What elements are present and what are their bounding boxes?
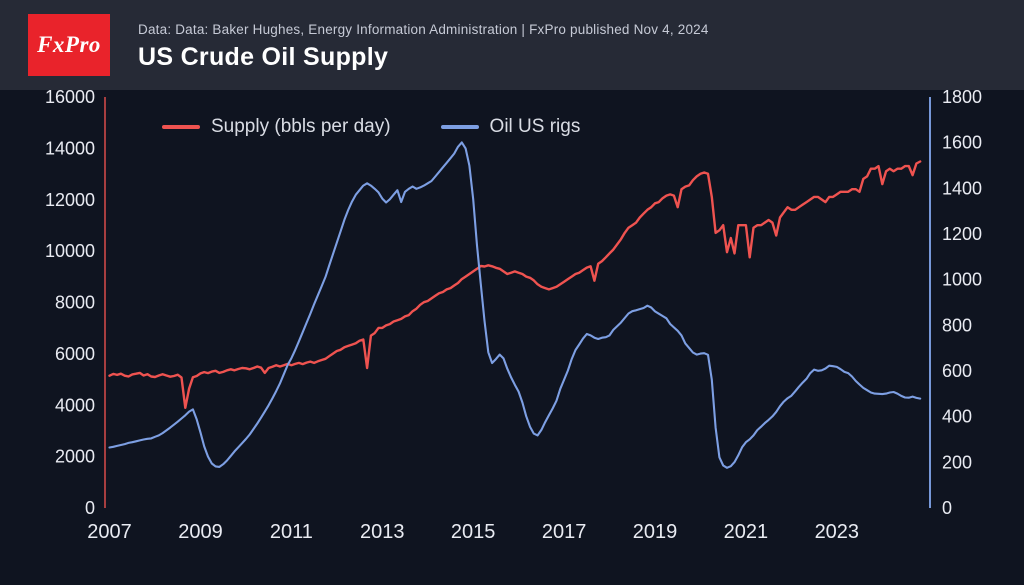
svg-text:2023: 2023 xyxy=(815,521,860,543)
legend-label-rigs: Oil US rigs xyxy=(489,116,581,137)
svg-text:800: 800 xyxy=(942,315,972,335)
header-bar: FxPro Data: Data: Baker Hughes, Energy I… xyxy=(0,0,1024,90)
svg-text:2017: 2017 xyxy=(542,521,587,543)
svg-text:16000: 16000 xyxy=(45,90,95,107)
svg-text:2011: 2011 xyxy=(270,521,313,543)
legend: Supply (bbls per day) Oil US rigs xyxy=(162,116,580,138)
legend-label-supply: Supply (bbls per day) xyxy=(211,116,391,137)
svg-text:200: 200 xyxy=(942,452,972,472)
svg-text:10000: 10000 xyxy=(45,241,95,261)
supply-line-swatch-icon xyxy=(162,125,200,129)
svg-text:12000: 12000 xyxy=(45,190,95,210)
chart-area: 0 2000 4000 6000 8000 10000 12000 14000 16000 0 20… xyxy=(0,87,1024,585)
legend-item-rigs: Oil US rigs xyxy=(440,116,581,138)
svg-text:6000: 6000 xyxy=(55,344,95,364)
svg-text:2000: 2000 xyxy=(55,447,95,467)
rigs-line-swatch-icon xyxy=(440,125,479,129)
svg-text:1800: 1800 xyxy=(942,90,982,107)
svg-text:1200: 1200 xyxy=(942,224,982,244)
svg-text:1600: 1600 xyxy=(942,133,982,153)
svg-text:8000: 8000 xyxy=(55,293,95,313)
svg-text:600: 600 xyxy=(942,361,972,381)
legend-item-supply: Supply (bbls per day) xyxy=(162,116,391,138)
header-text: Data: Data: Baker Hughes, Energy Informa… xyxy=(138,22,709,72)
svg-text:2015: 2015 xyxy=(451,521,496,543)
source-note: Data: Data: Baker Hughes, Energy Informa… xyxy=(138,22,709,37)
chart-canvas: 0 2000 4000 6000 8000 10000 12000 14000 16000 0 20… xyxy=(45,87,982,543)
fxpro-logo: FxPro xyxy=(28,14,110,76)
svg-text:14000: 14000 xyxy=(45,138,95,158)
svg-text:0: 0 xyxy=(942,498,952,518)
svg-text:0: 0 xyxy=(85,498,95,518)
svg-text:2019: 2019 xyxy=(633,521,678,543)
svg-text:1400: 1400 xyxy=(942,178,982,198)
svg-text:2009: 2009 xyxy=(178,521,223,543)
fxpro-logo-text: FxPro xyxy=(37,32,101,57)
svg-text:4000: 4000 xyxy=(55,395,95,415)
svg-text:1000: 1000 xyxy=(942,270,982,290)
svg-text:2021: 2021 xyxy=(724,521,769,543)
svg-text:400: 400 xyxy=(942,407,972,427)
svg-text:2013: 2013 xyxy=(360,521,405,543)
chart-title: US Crude Oil Supply xyxy=(138,43,389,71)
svg-text:2007: 2007 xyxy=(87,521,132,543)
